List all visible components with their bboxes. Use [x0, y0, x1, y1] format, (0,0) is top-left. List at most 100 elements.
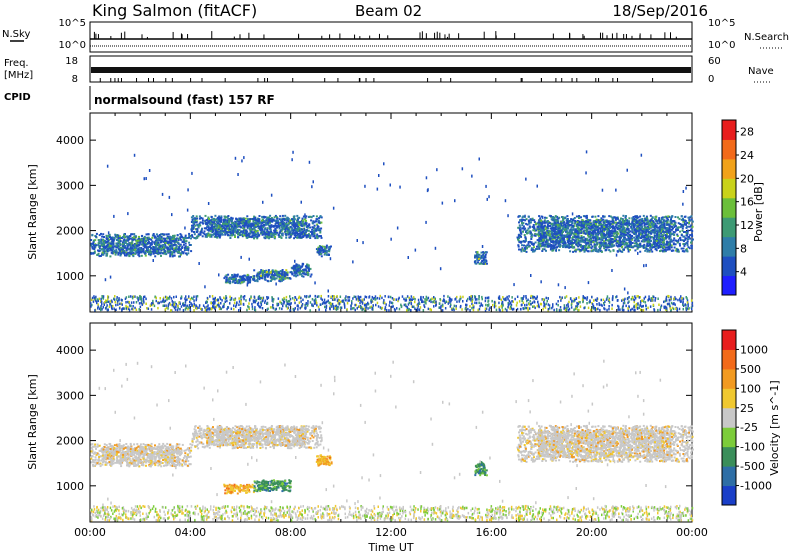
echo-cell — [255, 221, 258, 224]
echo-cell — [216, 236, 219, 239]
echo-cell — [161, 233, 164, 236]
echo-cell — [249, 218, 251, 221]
echo-cell — [128, 243, 131, 246]
echo-cell — [179, 255, 181, 258]
echo-cell — [671, 249, 674, 252]
echo-cell — [142, 244, 145, 247]
echo-cell — [301, 219, 304, 222]
echo-cell — [263, 278, 266, 281]
echo-cell — [314, 227, 317, 230]
echo-cell — [118, 248, 121, 251]
echo-cell — [623, 243, 626, 246]
echo-cell — [184, 237, 187, 240]
echo-cell — [224, 233, 227, 236]
echo-cell — [317, 227, 320, 230]
echo-cell — [301, 217, 304, 220]
echo-cell — [193, 231, 195, 233]
echo-cell — [278, 236, 281, 238]
echo-cell — [682, 247, 685, 250]
echo-cell — [670, 218, 672, 221]
echo-cell — [676, 241, 679, 244]
echo-cell — [613, 240, 616, 242]
echo-cell — [621, 241, 624, 244]
echo-cell — [230, 220, 233, 223]
echo-cell — [683, 235, 686, 238]
echo-cell — [282, 218, 285, 221]
echo-cell — [294, 273, 297, 276]
echo-cell — [150, 243, 153, 246]
echo-cell — [135, 239, 138, 242]
echo-cell — [239, 225, 242, 228]
echo-cell — [126, 245, 129, 248]
echo-cell — [690, 241, 692, 244]
echo-cell — [189, 244, 192, 246]
echo-cell — [320, 216, 323, 219]
echo-cell — [250, 223, 253, 226]
echo-cell — [161, 244, 164, 247]
echo-cell — [232, 275, 235, 278]
echo-cell — [260, 225, 262, 228]
echo-cell — [552, 246, 555, 249]
echo-cell — [258, 215, 261, 217]
echo-cell — [603, 247, 606, 250]
echo-cell — [122, 243, 125, 245]
echo-cell — [256, 222, 259, 225]
echo-cell — [674, 225, 677, 228]
echo-cell — [184, 242, 187, 245]
echo-cell — [169, 248, 172, 251]
echo-cell — [175, 239, 178, 242]
echo-cell — [251, 235, 254, 238]
echo-cell — [177, 249, 180, 252]
echo-cell — [240, 233, 243, 236]
echo-cell — [124, 236, 127, 239]
echo-cell — [207, 226, 210, 229]
echo-cell — [164, 241, 167, 244]
echo-cell — [121, 236, 124, 239]
echo-cell — [222, 230, 225, 233]
echo-cell — [158, 246, 161, 249]
echo-cell — [222, 220, 225, 223]
echo-cell — [226, 224, 229, 227]
noise-right-tick-top: 10^5 — [708, 18, 735, 29]
echo-cell — [668, 246, 671, 249]
echo-cell — [109, 236, 111, 238]
echo-cell — [309, 230, 312, 233]
echo-cell — [180, 252, 183, 255]
noise-left-tick-top: 10^5 — [59, 18, 86, 29]
echo-cell — [133, 233, 136, 236]
echo-cell — [537, 244, 540, 247]
echo-cell — [484, 260, 486, 263]
echo-cell — [311, 231, 314, 233]
echo-cell — [186, 249, 188, 251]
echo-cell — [107, 246, 110, 249]
echo-cell — [221, 233, 224, 236]
echo-cell — [233, 228, 236, 231]
echo-cell — [91, 242, 94, 245]
echo-cell — [270, 235, 273, 238]
echo-cell — [144, 254, 147, 257]
echo-cell — [658, 237, 660, 239]
echo-cell — [185, 240, 188, 243]
echo-cell — [590, 243, 593, 246]
echo-cell — [116, 244, 119, 247]
echo-cell — [191, 224, 193, 227]
echo-cell — [303, 232, 306, 235]
echo-cell — [263, 228, 266, 231]
echo-cell — [285, 273, 288, 276]
echo-cell — [281, 224, 284, 227]
echo-cell — [166, 237, 169, 240]
echo-cell — [118, 235, 121, 238]
echo-cell — [236, 275, 239, 278]
echo-cell — [157, 251, 160, 254]
echo-cell — [301, 232, 303, 235]
echo-cell — [150, 247, 152, 250]
echo-cell — [606, 246, 609, 249]
echo-cell — [247, 236, 250, 238]
echo-cell — [260, 231, 263, 234]
echo-cell — [118, 245, 120, 248]
echo-cell — [301, 225, 304, 228]
echo-cell — [597, 215, 600, 218]
echo-cell — [530, 238, 533, 240]
echo-cell — [152, 252, 155, 255]
echo-cell — [125, 253, 128, 255]
